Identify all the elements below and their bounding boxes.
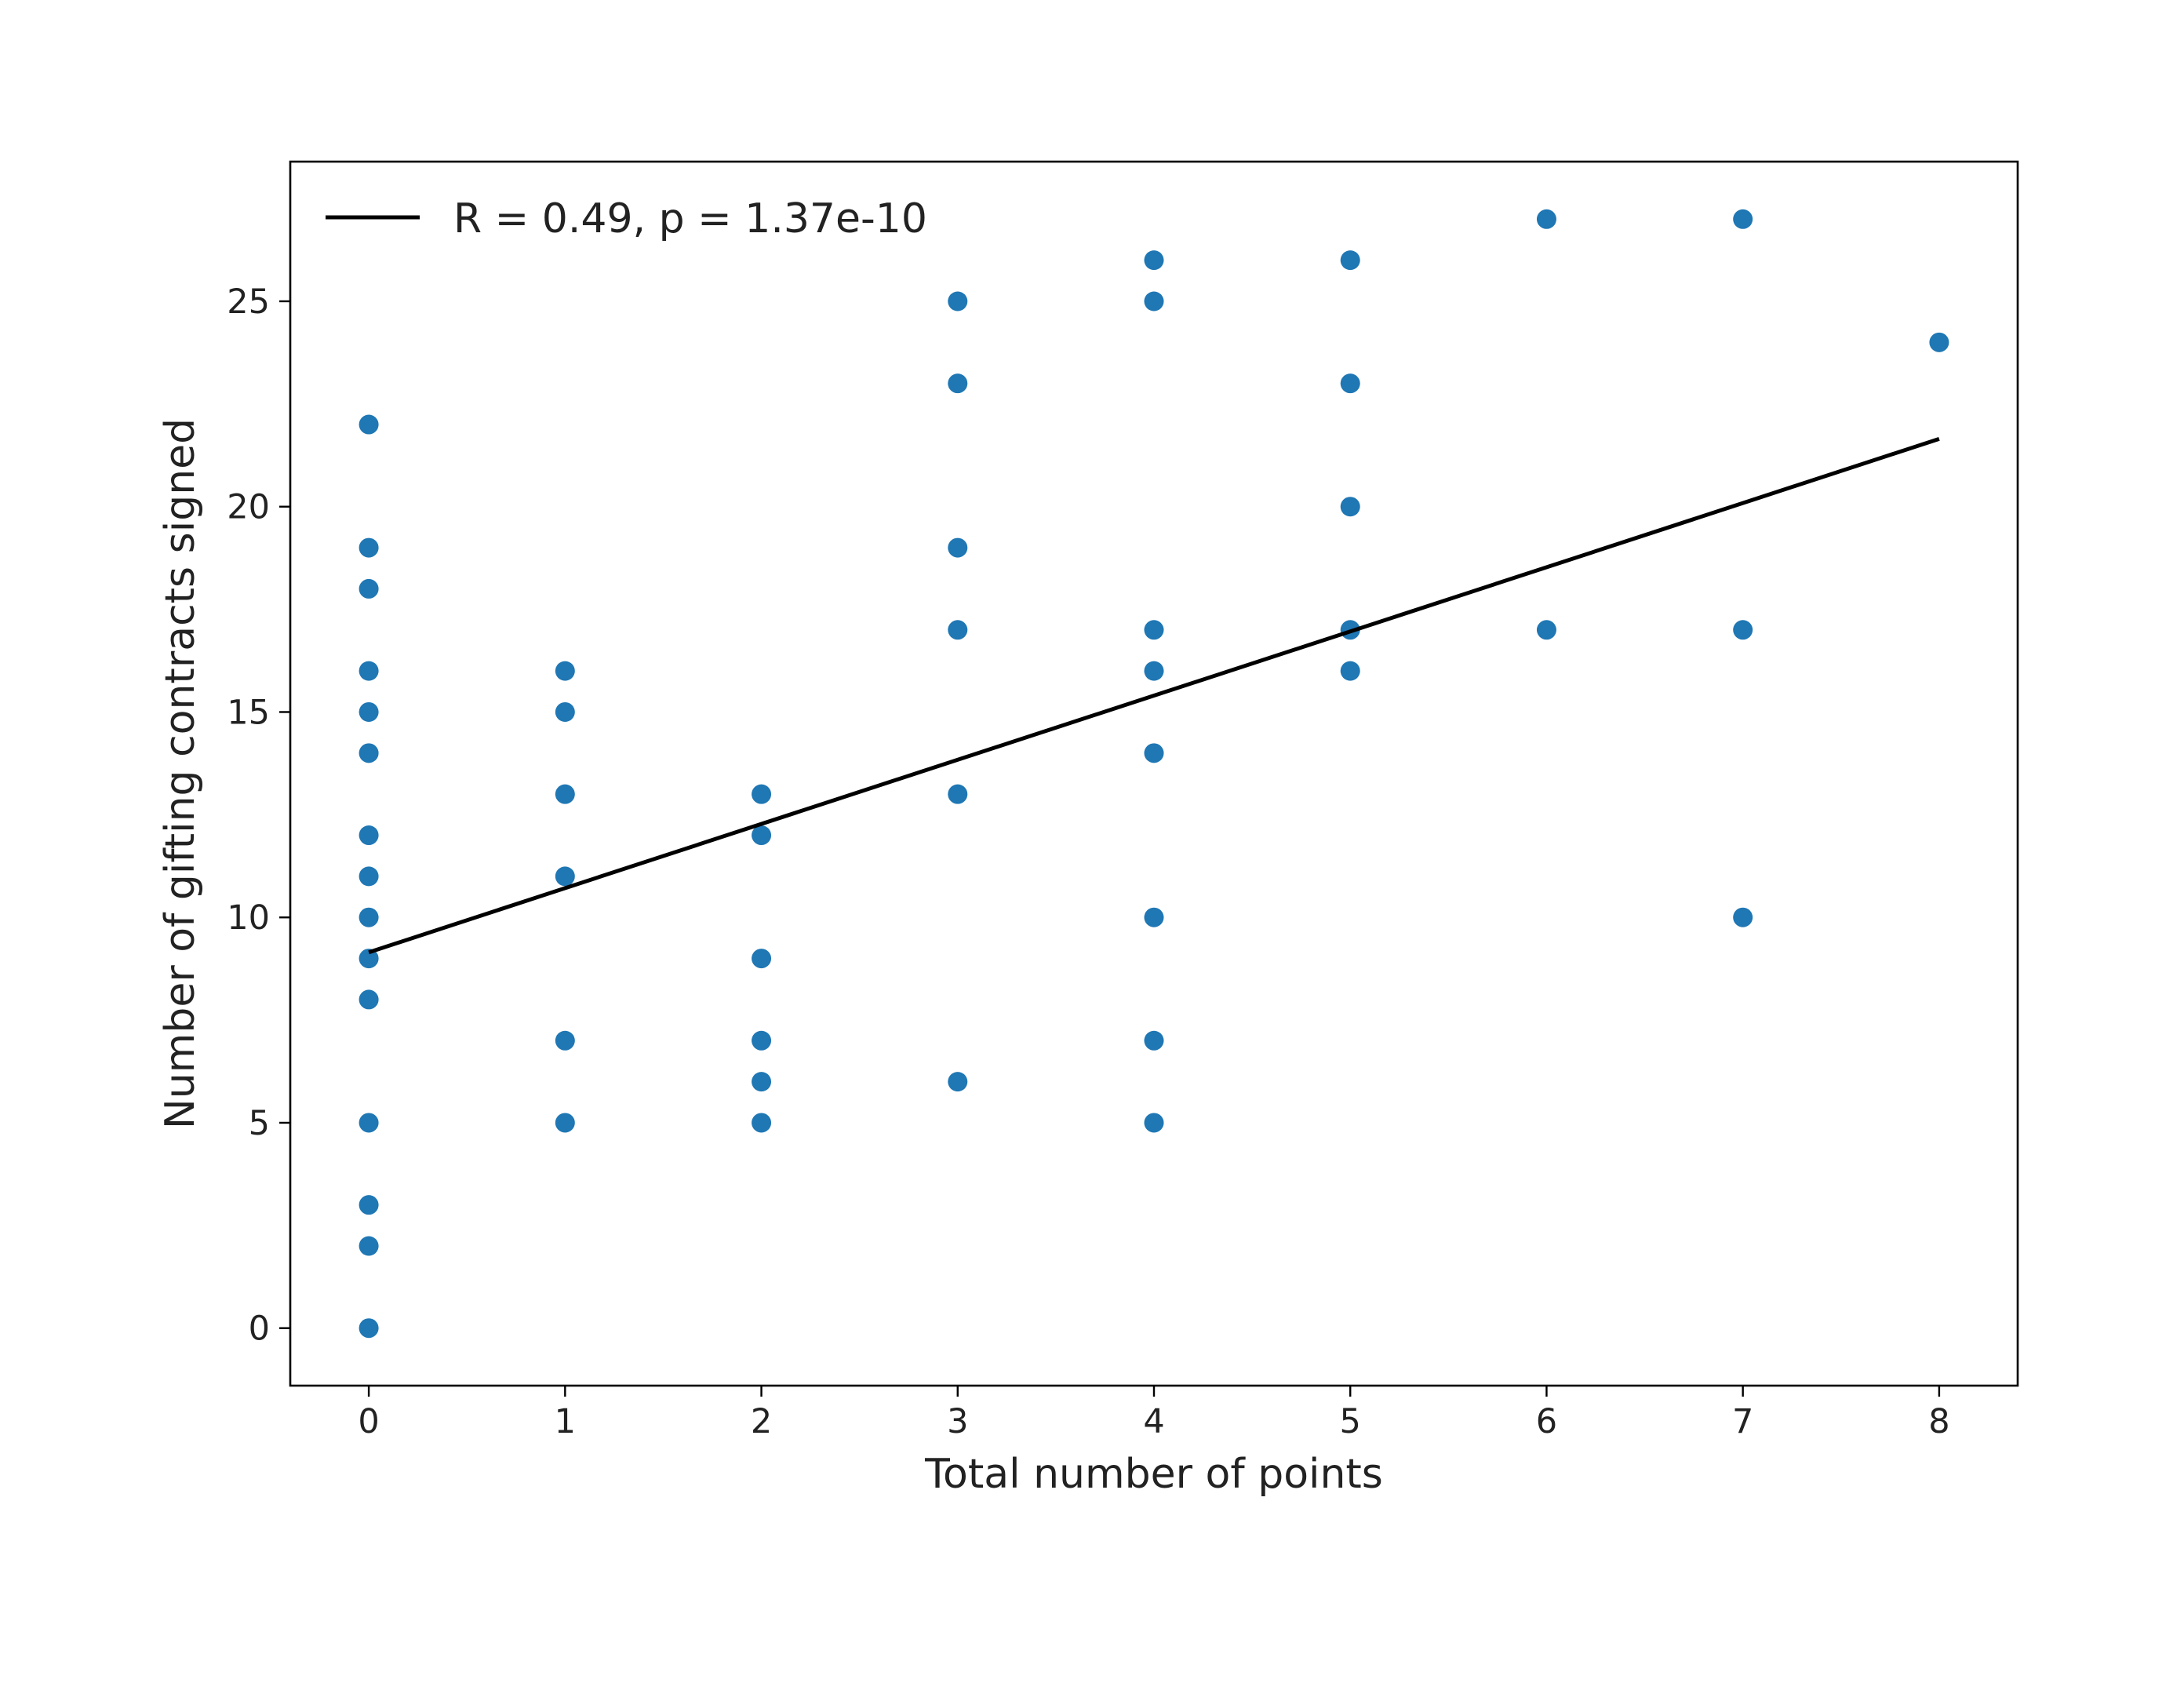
data-point	[1144, 907, 1164, 927]
data-point	[752, 825, 772, 846]
data-point	[359, 661, 379, 681]
data-point	[359, 989, 379, 1010]
data-point	[555, 866, 575, 887]
data-point	[555, 784, 575, 804]
y-tick-label: 5	[249, 1104, 270, 1143]
data-point	[359, 414, 379, 435]
x-axis-ticks: 0 1 2 3 4 5 6 7 8	[358, 1386, 1950, 1441]
data-point	[1144, 743, 1164, 763]
data-point	[752, 1030, 772, 1051]
legend-label: R = 0.49, p = 1.37e-10	[453, 195, 927, 242]
data-point	[948, 537, 968, 558]
data-point	[359, 907, 379, 927]
data-point	[1340, 497, 1360, 517]
data-point	[1144, 620, 1164, 640]
data-point	[1733, 209, 1753, 229]
fit-line-layer	[368, 436, 1940, 955]
x-tick-label: 8	[1928, 1402, 1949, 1441]
y-axis-label: Number of gifting contracts signed	[157, 418, 204, 1129]
data-point	[1144, 291, 1164, 311]
x-tick-label: 6	[1536, 1402, 1557, 1441]
x-tick-label: 1	[555, 1402, 576, 1441]
data-point	[555, 661, 575, 681]
y-tick-label: 15	[227, 693, 270, 732]
data-point	[359, 1236, 379, 1256]
x-tick-label: 3	[947, 1402, 968, 1441]
data-point	[1536, 209, 1556, 229]
regression-line	[368, 436, 1940, 955]
y-tick-label: 20	[227, 488, 270, 527]
x-tick-label: 2	[751, 1402, 772, 1441]
data-point	[948, 291, 968, 311]
data-point	[555, 1030, 575, 1051]
data-point	[359, 578, 379, 599]
data-point	[1536, 620, 1556, 640]
data-point	[359, 866, 379, 887]
x-tick-label: 5	[1340, 1402, 1361, 1441]
x-tick-label: 0	[358, 1402, 379, 1441]
data-point	[948, 373, 968, 394]
y-tick-label: 10	[227, 898, 270, 938]
data-point	[1144, 1030, 1164, 1051]
data-point	[1733, 907, 1753, 927]
data-point	[359, 1113, 379, 1133]
data-point	[555, 1113, 575, 1133]
data-point	[1144, 1113, 1164, 1133]
y-axis-ticks: 0 5 10 15 20 25	[227, 282, 290, 1349]
data-point	[359, 1318, 379, 1339]
x-tick-label: 7	[1732, 1402, 1753, 1441]
data-point	[359, 743, 379, 763]
data-point	[359, 825, 379, 846]
data-point	[1340, 373, 1360, 394]
data-point	[948, 1072, 968, 1092]
y-tick-label: 25	[227, 282, 270, 322]
data-point	[752, 1072, 772, 1092]
data-point	[1929, 332, 1949, 352]
y-tick-label: 0	[249, 1310, 270, 1349]
data-point	[359, 1195, 379, 1215]
data-point	[752, 949, 772, 969]
data-point	[752, 784, 772, 804]
x-tick-label: 4	[1143, 1402, 1164, 1441]
data-point	[1733, 620, 1753, 640]
data-point	[948, 784, 968, 804]
data-point	[555, 701, 575, 722]
x-axis-label: Total number of points	[924, 1451, 1383, 1498]
data-point	[948, 620, 968, 640]
data-point	[752, 1113, 772, 1133]
data-point	[359, 537, 379, 558]
data-point	[1144, 661, 1164, 681]
legend: R = 0.49, p = 1.37e-10	[326, 195, 927, 242]
data-point	[359, 701, 379, 722]
data-point	[1340, 661, 1360, 681]
data-point	[1144, 250, 1164, 271]
data-point	[359, 949, 379, 969]
data-point	[1340, 250, 1360, 271]
